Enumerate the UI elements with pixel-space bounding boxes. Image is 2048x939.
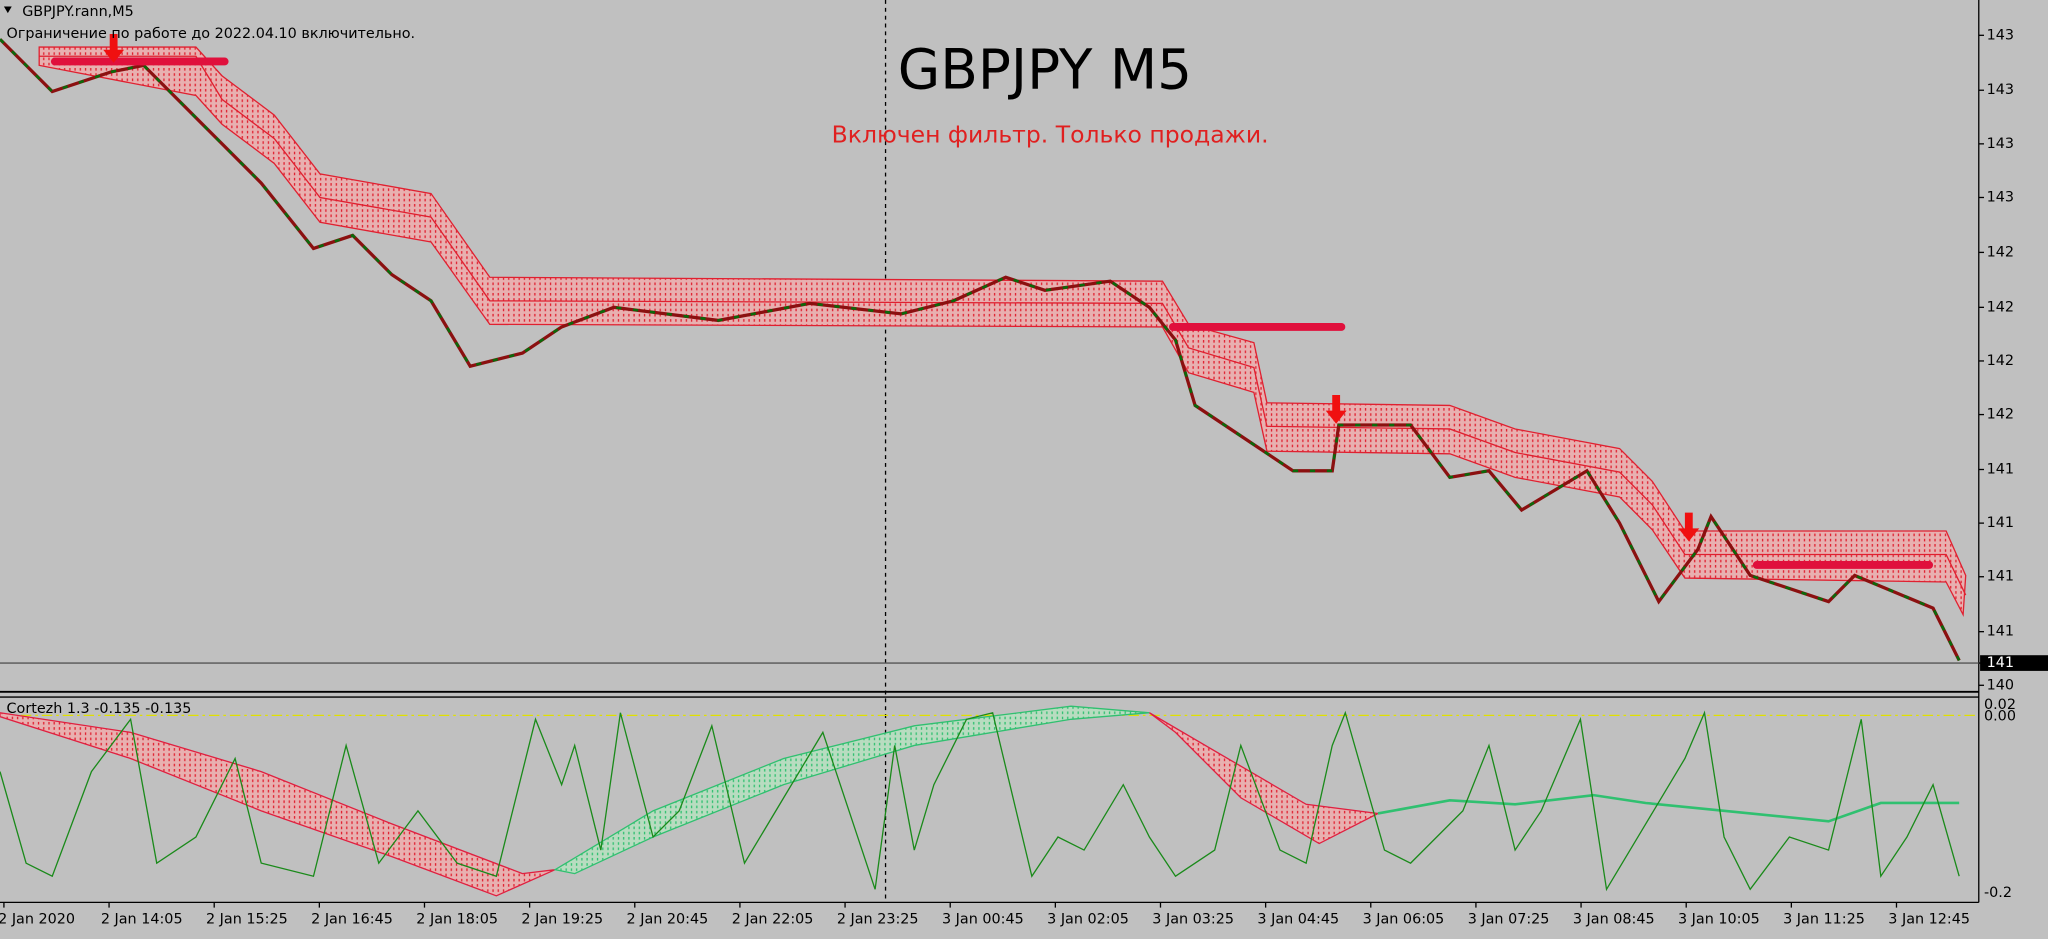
- time-label: 3 Jan 03:25: [1152, 911, 1234, 927]
- time-label: 2 Jan 19:25: [521, 911, 603, 927]
- time-label: 3 Jan 11:25: [1783, 911, 1865, 927]
- time-label: 2 Jan 20:45: [627, 911, 709, 927]
- price-label: 141: [1987, 624, 2014, 640]
- price-label: 141: [1987, 461, 2014, 477]
- price-path-up: [0, 38, 1961, 662]
- time-label: 3 Jan 07:25: [1468, 911, 1550, 927]
- time-label: 2 Jan 15:25: [206, 911, 288, 927]
- price-label: 142: [1987, 299, 2014, 315]
- time-label: 3 Jan 02:05: [1047, 911, 1129, 927]
- price-label: 143: [1987, 27, 2014, 43]
- sell-arrow: [1678, 512, 1700, 542]
- time-label: 3 Jan 04:45: [1257, 911, 1339, 927]
- time-label: 2 Jan 22:05: [732, 911, 814, 927]
- price-label: 141: [1987, 515, 2014, 531]
- price-label: 141: [1987, 569, 2014, 585]
- price-label: 140: [1987, 677, 2014, 693]
- indicator-axis-label: -0.2: [1984, 885, 2012, 901]
- channel-band: [38, 46, 1967, 618]
- price-label: 143: [1987, 136, 2014, 152]
- current-price-box: [1980, 655, 2048, 671]
- time-label: 2 Jan 18:05: [416, 911, 498, 927]
- symbol-label: GBPJPY.rann,M5: [22, 4, 134, 20]
- collapse-icon[interactable]: [3, 6, 12, 14]
- price-label: 143: [1987, 82, 2014, 98]
- time-label: 2 Jan 16:45: [311, 911, 393, 927]
- indicator-band-green: [553, 705, 1150, 875]
- time-label: 3 Jan 06:05: [1363, 911, 1445, 927]
- sell-arrow: [103, 34, 125, 63]
- time-label: 3 Jan 10:05: [1678, 911, 1760, 927]
- price-label: 141: [1987, 655, 2014, 671]
- price-label: 143: [1987, 189, 2014, 205]
- time-label: 2 Jan 2020: [0, 911, 75, 927]
- indicator-band-tail: [1377, 793, 1960, 823]
- time-label: 3 Jan 12:45: [1888, 911, 1970, 927]
- indicator-axis-label: 0.02: [1984, 697, 2016, 713]
- time-label: 3 Jan 00:45: [942, 911, 1024, 927]
- time-label: 2 Jan 23:25: [837, 911, 919, 927]
- indicator-band-red: [1148, 712, 1381, 845]
- oscillator-line: [0, 710, 1960, 892]
- chart-title: GBPJPY M5: [898, 37, 1192, 101]
- price-label: 142: [1987, 407, 2014, 423]
- time-label: 3 Jan 08:45: [1573, 911, 1655, 927]
- price-label: 142: [1987, 353, 2014, 369]
- restriction-note: Ограничение по работе до 2022.04.10 вклю…: [7, 26, 416, 42]
- channel-mid: [39, 55, 1967, 596]
- sell-arrow: [1325, 394, 1347, 424]
- indicator-label: Cortezh 1.3 -0.135 -0.135: [7, 701, 192, 717]
- indicator-band-red: [0, 712, 556, 897]
- price-label: 142: [1987, 244, 2014, 260]
- chart-subtitle: Включен фильтр. Только продажи.: [832, 121, 1269, 149]
- indicator-axis-label: 0.00: [1984, 709, 2016, 725]
- time-label: 2 Jan 14:05: [101, 911, 183, 927]
